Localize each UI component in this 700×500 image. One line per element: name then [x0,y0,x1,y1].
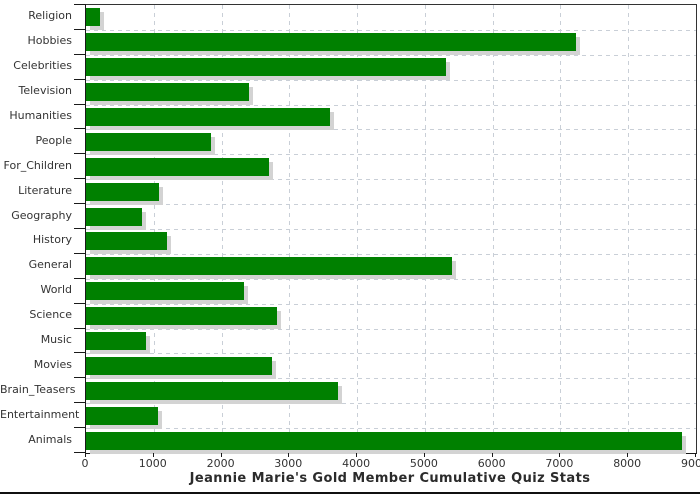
bar-science [86,307,277,326]
bar-music [86,332,146,350]
x-axis-tick [491,453,493,457]
category-label: Music [40,333,72,346]
chart-title: Jeannie Marie's Gold Member Cumulative Q… [189,471,591,486]
bar-animals [86,431,682,450]
y-axis-tick [74,153,86,155]
y-axis-tick [74,377,86,379]
category-label: General [28,258,72,272]
x-axis-tick [356,453,358,457]
category-label: Religion [28,9,72,23]
category-label: Literature [18,183,72,197]
category-label: Television [18,84,73,98]
y-axis-tick [74,78,86,80]
category-label: For_Children [3,158,72,172]
x-axis-tick-label: 3000 [274,457,303,470]
x-axis-tick-label: 9000 [681,457,700,470]
x-axis-tick [288,453,290,457]
category-label: People [35,133,72,147]
horizontal-gridline [86,204,696,206]
horizontal-gridline [86,253,696,255]
horizontal-gridline [86,104,696,106]
x-axis-tick [695,453,696,457]
y-axis-tick [74,452,86,453]
category-label: Humanities [9,109,72,122]
y-axis-tick [74,4,86,5]
x-axis-tick-label: 8000 [613,457,642,470]
y-axis-tick [74,352,86,354]
bar-celebrities [86,58,446,77]
x-axis-tick-label: 0 [81,457,89,470]
category-label: Celebrities [13,59,72,73]
horizontal-gridline [86,428,696,430]
horizontal-gridline [86,403,696,405]
category-label: World [40,283,72,297]
x-axis-tick-label: 7000 [545,457,574,470]
bar-for_children [86,157,270,176]
bar-religion [86,8,100,27]
x-axis-tick [423,453,425,457]
y-axis-tick [74,203,86,205]
bar-literature [86,182,160,201]
horizontal-gridline [86,353,696,355]
bar-entertainment [86,406,158,425]
bottom-border-line [0,492,700,494]
horizontal-gridline [86,229,696,230]
y-axis-tick [74,302,86,304]
bar-geography [86,207,142,226]
y-axis-tick [74,228,86,229]
x-axis-tick [559,453,561,457]
x-axis-tick [627,453,629,457]
plot-area [85,4,697,454]
bar-world [86,282,244,301]
horizontal-gridline [86,54,696,56]
y-axis-tick [74,252,86,254]
horizontal-gridline [86,29,696,31]
horizontal-gridline [86,154,696,156]
bar-general [86,257,452,276]
bar-hobbies [86,33,576,52]
bar-television [86,83,250,102]
x-axis-tick-label: 6000 [477,457,506,470]
category-label: Geography [11,208,72,222]
bar-history [86,232,167,251]
x-axis-tick [220,453,222,457]
bar-brain_teasers [86,381,339,400]
y-axis-tick [74,178,86,180]
category-label: Brain_Teasers [0,382,76,396]
horizontal-gridline [86,328,696,330]
bar-movies [86,356,273,375]
y-axis-tick [74,103,86,105]
x-axis-tick-label: 5000 [409,457,438,470]
category-label: Hobbies [27,34,72,48]
x-axis-tick-label: 1000 [138,457,167,470]
horizontal-gridline [86,129,696,131]
horizontal-gridline [86,378,696,380]
category-label: Movies [33,357,72,371]
y-axis-tick [74,427,86,429]
bar-people [86,132,211,151]
x-axis-tick-label: 2000 [206,457,235,470]
category-label: Animals [28,432,72,446]
y-axis-tick [74,277,86,279]
category-label: Science [29,308,72,322]
y-axis-tick [74,327,86,329]
y-axis-tick [74,402,86,404]
x-axis-tick [85,453,86,457]
horizontal-gridline [86,79,696,81]
bar-humanities [86,108,330,126]
x-axis-tick [152,453,154,457]
horizontal-gridline [86,179,696,181]
category-label: Entertainment [0,407,80,421]
x-axis-tick-label: 4000 [342,457,371,470]
y-axis-tick [74,128,86,130]
horizontal-gridline [86,278,696,280]
y-axis-tick [74,53,86,55]
y-axis-tick [74,28,86,30]
category-label: History [32,233,72,247]
horizontal-gridline [86,303,696,305]
